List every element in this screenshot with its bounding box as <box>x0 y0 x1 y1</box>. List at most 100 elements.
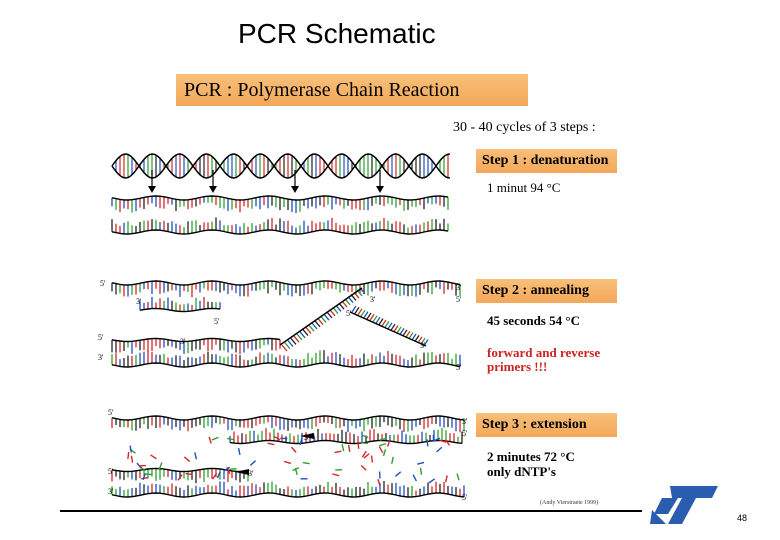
diagonal-strand-base <box>360 309 366 317</box>
dntp <box>302 461 310 465</box>
diagonal-strand-backbone <box>349 311 427 347</box>
step2-time: 45 seconds 54 °C <box>487 313 580 328</box>
diagonal-strand-base <box>396 326 402 334</box>
anneal-primer-left-backbone <box>139 307 221 313</box>
dntp <box>229 468 237 471</box>
helix-backbone-a <box>111 153 451 179</box>
dntp <box>332 473 340 477</box>
dntp <box>129 445 133 453</box>
strand-end-label: 5' <box>462 429 468 438</box>
strand-end-label: 3' <box>370 295 376 304</box>
dntp <box>158 462 163 470</box>
dntp <box>208 436 212 444</box>
diagonal-primer-base <box>323 313 330 321</box>
dntp <box>141 476 149 480</box>
dntp <box>283 460 292 465</box>
denatured-top-backbone <box>111 195 449 201</box>
dntp <box>299 438 303 446</box>
diagonal-primer-base <box>311 322 318 330</box>
slide-title: PCR Schematic <box>238 18 436 49</box>
dntp <box>361 450 367 458</box>
diagonal-primer-base <box>317 318 324 326</box>
dntp <box>363 453 370 459</box>
strand-end-label: 3' <box>456 283 462 292</box>
dntp <box>142 473 147 481</box>
dntp <box>177 474 183 481</box>
extend-bottom-backbone <box>111 492 465 498</box>
dntp <box>127 451 130 460</box>
strand-end-label: 3' <box>98 353 104 362</box>
diagonal-strand-base <box>411 333 417 341</box>
strand-end-label: 3' <box>304 433 310 442</box>
diagonal-strand-base <box>351 305 357 313</box>
strand-end-label: 5' <box>100 279 106 288</box>
dntp <box>382 449 387 457</box>
diagonal-strand-base <box>393 325 399 332</box>
dntp <box>386 439 391 447</box>
dntp <box>223 466 231 472</box>
dntp <box>394 471 402 477</box>
strand-end-label: 3' <box>248 469 254 478</box>
diagonal-primer-base <box>296 333 303 341</box>
step2-note-2: primers !!! <box>487 359 548 374</box>
diagonal-strand-base <box>390 323 396 331</box>
diagonal-primer-base <box>305 326 312 334</box>
diagonal-strand-base <box>381 319 387 327</box>
dntp <box>361 434 369 439</box>
arrow-head <box>209 186 217 193</box>
diagonal-primer-base <box>281 344 288 352</box>
diagonal-primer-base <box>314 320 321 328</box>
arrow-head <box>376 186 384 193</box>
diagonal-primer-base <box>290 337 297 345</box>
diagonal-primer-base <box>287 340 294 348</box>
dntp <box>433 437 441 442</box>
cycles-text: 30 - 40 cycles of 3 steps : <box>453 120 596 135</box>
diagonal-primer-base <box>326 311 333 319</box>
diagonal-primer-base <box>302 329 309 337</box>
dntp <box>145 473 153 476</box>
dntp <box>237 447 241 456</box>
dntp <box>444 439 451 446</box>
pcr-banner: PCR : Polymerase Chain Reaction <box>176 74 528 106</box>
arrow-head <box>291 186 299 193</box>
dntp <box>334 450 342 454</box>
diagonal-strand-base <box>402 329 408 337</box>
extend-top-backbone <box>111 415 465 421</box>
diagonal-strand-base <box>399 328 405 335</box>
dntp <box>357 441 360 449</box>
footer-line <box>60 510 642 512</box>
dntp <box>417 461 425 465</box>
step2-box: Step 2 : annealing <box>476 279 617 303</box>
diagonal-primer-base <box>284 342 291 350</box>
strand-end-label: 3' <box>136 297 142 306</box>
dntp <box>360 464 367 471</box>
anneal-top-backbone <box>111 280 461 286</box>
strand-end-label: 5' <box>108 467 114 476</box>
strand-end-label: 3' <box>420 341 426 350</box>
strand-end-label: 5' <box>456 363 462 372</box>
diagonal-strand-base <box>405 330 411 338</box>
strand-labels: 5' 3' 5' 3' 5' 3' 5' 5' 3' 3' 3' 5' 5' 3' 5' 3' 5' 3' 3' 5' <box>98 279 468 502</box>
extend-new-backbone <box>229 439 463 445</box>
diagonal-strand-base <box>423 339 429 346</box>
diagonal-strand-base <box>378 318 384 325</box>
diagonal-primer-base <box>308 324 315 332</box>
step2-note-1: forward and reverse <box>487 345 601 360</box>
strand-end-label: 5' <box>346 309 352 318</box>
diagonal-primer-base <box>335 304 342 312</box>
strand-end-label: 3' <box>462 417 468 426</box>
anneal-mid-backbone <box>111 337 281 343</box>
strand-end-label: 5' <box>462 493 468 502</box>
dna-strands <box>111 153 465 498</box>
step1-box: Step 1 : denaturation <box>476 149 617 173</box>
strand-end-label: 5' <box>98 333 104 342</box>
dntp <box>444 475 448 483</box>
dntp <box>211 472 218 480</box>
dntp <box>426 439 429 447</box>
dntp <box>211 436 219 441</box>
dntp <box>267 442 275 446</box>
dntp <box>347 444 351 452</box>
st-logo <box>650 486 718 524</box>
step3-dntp: only dNTP's <box>487 464 556 479</box>
strand-end-label: 3' <box>108 487 114 496</box>
